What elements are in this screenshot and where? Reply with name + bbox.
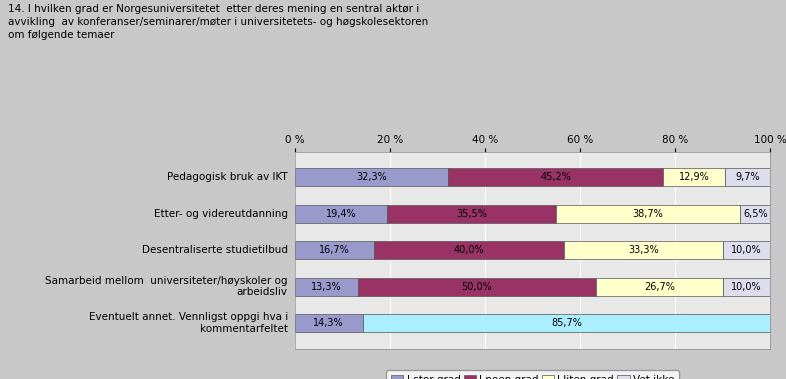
Text: 13,3%: 13,3% xyxy=(311,282,342,291)
Text: 12,9%: 12,9% xyxy=(678,172,709,182)
Text: 6,5%: 6,5% xyxy=(743,209,768,219)
Bar xyxy=(295,241,374,259)
Legend: I stor grad, I noen grad, I liten grad, Vet ikke: I stor grad, I noen grad, I liten grad, … xyxy=(386,370,679,379)
Text: 19,4%: 19,4% xyxy=(325,209,356,219)
Text: 16,7%: 16,7% xyxy=(319,245,350,255)
Bar xyxy=(295,168,448,186)
Text: 14,3%: 14,3% xyxy=(314,318,344,328)
Bar xyxy=(387,205,556,223)
Text: 10,0%: 10,0% xyxy=(731,245,762,255)
Bar xyxy=(295,314,363,332)
Bar xyxy=(596,277,723,296)
Text: 10,0%: 10,0% xyxy=(731,282,762,291)
Text: 32,3%: 32,3% xyxy=(356,172,387,182)
Bar xyxy=(725,168,771,186)
Text: Desentraliserte studietilbud: Desentraliserte studietilbud xyxy=(141,245,288,255)
Text: Etter- og videreutdanning: Etter- og videreutdanning xyxy=(154,209,288,219)
Text: 9,7%: 9,7% xyxy=(736,172,760,182)
Bar xyxy=(358,277,596,296)
Text: 35,5%: 35,5% xyxy=(456,209,487,219)
Bar xyxy=(564,241,723,259)
Text: 14. I hvilken grad er Norgesuniversitetet  etter deres mening en sentral aktør i: 14. I hvilken grad er Norgesuniversitete… xyxy=(8,4,428,40)
Text: 40,0%: 40,0% xyxy=(454,245,485,255)
Text: Pedagogisk bruk av IKT: Pedagogisk bruk av IKT xyxy=(167,172,288,182)
Bar xyxy=(723,241,770,259)
Bar xyxy=(295,205,387,223)
Bar xyxy=(556,205,740,223)
Text: 33,3%: 33,3% xyxy=(628,245,659,255)
Bar xyxy=(723,277,770,296)
Text: 50,0%: 50,0% xyxy=(461,282,492,291)
Bar xyxy=(374,241,564,259)
Bar xyxy=(295,277,358,296)
Bar xyxy=(740,205,771,223)
Bar xyxy=(663,168,725,186)
Text: Samarbeid mellom  universiteter/høyskoler og
arbeidsliv: Samarbeid mellom universiteter/høyskoler… xyxy=(46,276,288,298)
Text: 85,7%: 85,7% xyxy=(551,318,582,328)
Text: 45,2%: 45,2% xyxy=(541,172,571,182)
Text: 26,7%: 26,7% xyxy=(644,282,674,291)
Bar xyxy=(448,168,663,186)
Bar xyxy=(363,314,770,332)
Text: Eventuelt annet. Vennligst oppgi hva i
kommentarfeltet: Eventuelt annet. Vennligst oppgi hva i k… xyxy=(89,312,288,334)
Text: 38,7%: 38,7% xyxy=(633,209,663,219)
